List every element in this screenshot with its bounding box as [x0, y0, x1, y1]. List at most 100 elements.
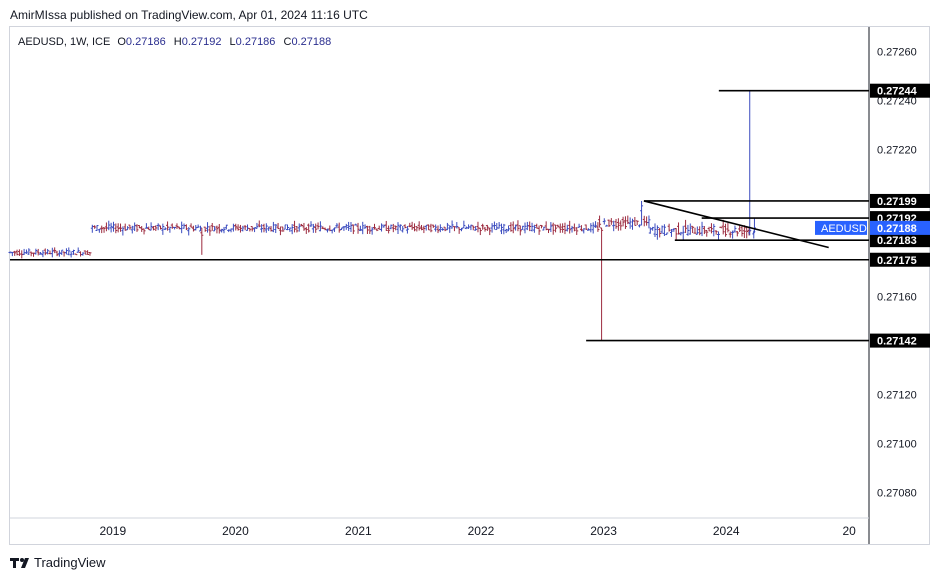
ohlc-bar	[304, 227, 308, 234]
ohlc-bar	[114, 223, 118, 234]
ohlc-bar	[688, 223, 692, 235]
ohlc-bar	[726, 222, 730, 233]
ohlc-bar	[46, 248, 50, 255]
ohlc-bar	[147, 226, 151, 231]
y-tick-label: 0.27260	[877, 47, 917, 59]
ohlc-bar	[577, 223, 581, 228]
level-price-label-bg	[870, 252, 930, 267]
ohlc-bar	[246, 224, 250, 231]
ohlc-bar	[488, 227, 492, 236]
ohlc-bar	[79, 251, 83, 257]
ohlc-bar	[213, 226, 217, 232]
ohlc-bar	[137, 224, 141, 229]
ohlc-bar	[333, 227, 337, 232]
x-tick-label: 2021	[345, 524, 372, 538]
y-tick-label: 0.27080	[877, 488, 917, 500]
current-price-label: 0.27188	[877, 223, 917, 235]
ohlc-bar	[281, 226, 285, 232]
ohlc-bar	[709, 223, 713, 234]
ohlc-bar	[502, 223, 506, 235]
ohlc-bar	[71, 249, 75, 255]
x-tick-label: 2020	[222, 524, 249, 538]
ohlc-bar	[182, 223, 186, 229]
ohlc-bar	[389, 224, 393, 230]
ohlc-bar	[616, 218, 620, 231]
ohlc-bar	[159, 225, 163, 230]
y-tick-label: 0.27220	[877, 145, 917, 157]
ohlc-bar	[17, 249, 21, 256]
ohlc-bar	[441, 227, 445, 231]
ohlc-bar	[276, 222, 280, 230]
ohlc-bar	[509, 222, 513, 232]
ohlc-bar	[29, 251, 33, 257]
ohlc-bar	[422, 225, 426, 234]
ohlc-bar	[248, 228, 252, 232]
ohlc-bar	[516, 220, 520, 232]
ohlc-bar	[420, 224, 424, 231]
legend-close-value: 0.27188	[291, 36, 332, 48]
ohlc-bar	[445, 222, 449, 231]
ohlc-bar	[363, 224, 367, 229]
ohlc-bar	[57, 250, 61, 257]
ohlc-bar	[609, 218, 613, 225]
x-tick-label: 2023	[590, 524, 617, 538]
legend-open-label: O	[117, 36, 126, 48]
ohlc-bar	[483, 227, 487, 232]
ohlc-bar	[474, 225, 478, 231]
ohlc-bar	[658, 227, 662, 238]
ohlc-bar	[518, 225, 522, 236]
ohlc-bar	[81, 252, 85, 256]
ohlc-bar	[144, 223, 148, 229]
ohlc-bar	[187, 227, 191, 236]
ohlc-bar	[443, 226, 447, 232]
ohlc-bar	[95, 225, 99, 231]
ohlc-bar	[50, 247, 54, 258]
ohlc-bar	[492, 221, 496, 230]
ohlc-bar	[662, 224, 666, 236]
ohlc-bar	[549, 222, 553, 233]
level-price-label-bg	[870, 333, 930, 348]
ohlc-bar	[361, 221, 365, 235]
ohlc-bar	[589, 223, 593, 233]
ohlc-bar	[300, 223, 304, 227]
ohlc-bar	[655, 225, 659, 240]
ohlc-bar	[598, 215, 602, 228]
ohlc-bar	[504, 228, 508, 234]
ohlc-bar	[130, 225, 134, 234]
ohlc-bar	[448, 225, 452, 233]
ohlc-bar	[537, 225, 541, 235]
x-tick-label: 20	[842, 524, 856, 538]
ohlc-bar	[528, 221, 532, 232]
ohlc-bar	[325, 228, 329, 233]
x-tick-label: 2019	[99, 524, 126, 538]
ohlc-bar	[76, 247, 80, 253]
ohlc-bar	[563, 222, 567, 235]
tradingview-brand[interactable]: TradingView	[10, 555, 106, 570]
legend-symbol: AEDUSD, 1W, ICE	[18, 36, 111, 48]
ohlc-bar	[403, 224, 407, 229]
ohlc-bar	[234, 223, 238, 231]
ohlc-bar	[417, 221, 421, 231]
ohlc-bar	[53, 247, 57, 254]
ohlc-bar	[271, 221, 275, 233]
ohlc-bar	[217, 223, 221, 234]
ohlc-bar	[542, 226, 546, 231]
ohlc-bar	[640, 200, 644, 226]
y-tick-label: 0.27160	[877, 292, 917, 304]
ohlc-bar	[532, 224, 536, 233]
ohlc-bar	[168, 226, 172, 233]
ohlc-bar	[398, 224, 402, 231]
x-tick-label: 2024	[713, 524, 740, 538]
ohlc-bar	[278, 226, 282, 236]
ohlc-bar	[698, 226, 702, 236]
ohlc-bar	[645, 216, 649, 226]
ohlc-bar	[558, 223, 562, 233]
ohlc-bar	[262, 223, 266, 233]
ohlc-bar	[318, 221, 322, 232]
ohlc-bar	[255, 222, 259, 229]
ohlc-bar	[156, 223, 160, 231]
ohlc-bar	[90, 224, 94, 233]
ohlc-bar	[521, 225, 525, 230]
ohlc-bar	[41, 250, 45, 258]
